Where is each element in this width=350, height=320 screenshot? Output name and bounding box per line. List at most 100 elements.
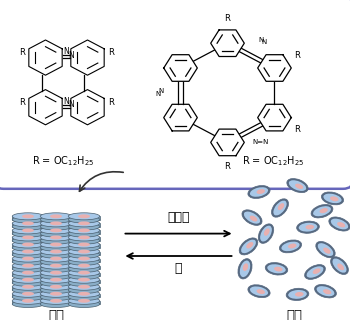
Ellipse shape xyxy=(248,186,270,198)
Ellipse shape xyxy=(330,196,338,201)
Bar xyxy=(40,266,72,269)
Text: R: R xyxy=(108,48,114,57)
Ellipse shape xyxy=(22,228,34,232)
Ellipse shape xyxy=(257,189,265,194)
Ellipse shape xyxy=(40,265,72,272)
Ellipse shape xyxy=(331,257,348,275)
Ellipse shape xyxy=(40,286,72,293)
Ellipse shape xyxy=(332,259,346,273)
Text: N: N xyxy=(261,39,267,45)
Text: R: R xyxy=(295,125,300,134)
Ellipse shape xyxy=(68,241,100,248)
Ellipse shape xyxy=(78,271,90,275)
Ellipse shape xyxy=(12,276,44,283)
Ellipse shape xyxy=(50,257,62,260)
Ellipse shape xyxy=(40,272,72,279)
Ellipse shape xyxy=(68,258,100,265)
Ellipse shape xyxy=(50,236,62,239)
Ellipse shape xyxy=(22,299,34,303)
Bar xyxy=(40,252,72,255)
Text: 紫外光: 紫外光 xyxy=(167,211,190,224)
Ellipse shape xyxy=(40,276,72,283)
Text: N: N xyxy=(64,97,69,106)
Ellipse shape xyxy=(22,250,34,253)
Ellipse shape xyxy=(12,283,44,290)
Ellipse shape xyxy=(78,292,90,296)
Text: N: N xyxy=(155,91,160,97)
Ellipse shape xyxy=(68,300,100,308)
Ellipse shape xyxy=(68,272,100,279)
Text: N: N xyxy=(159,88,164,94)
Ellipse shape xyxy=(272,199,288,217)
Ellipse shape xyxy=(40,220,72,227)
Text: N: N xyxy=(68,100,74,109)
Bar xyxy=(68,230,100,234)
Ellipse shape xyxy=(68,223,100,230)
Ellipse shape xyxy=(257,289,265,294)
Ellipse shape xyxy=(12,297,44,304)
Ellipse shape xyxy=(22,214,34,218)
Ellipse shape xyxy=(295,292,303,297)
Ellipse shape xyxy=(321,192,344,205)
Ellipse shape xyxy=(78,257,90,260)
Ellipse shape xyxy=(68,213,100,220)
Ellipse shape xyxy=(12,216,44,223)
Ellipse shape xyxy=(307,266,323,278)
Ellipse shape xyxy=(50,228,62,232)
Ellipse shape xyxy=(50,285,62,289)
Ellipse shape xyxy=(299,223,317,232)
Ellipse shape xyxy=(40,258,72,265)
Ellipse shape xyxy=(68,283,100,290)
Bar xyxy=(68,237,100,241)
Ellipse shape xyxy=(50,250,62,253)
Ellipse shape xyxy=(304,265,326,279)
Bar xyxy=(12,244,44,248)
Ellipse shape xyxy=(40,223,72,230)
Ellipse shape xyxy=(246,242,253,248)
Ellipse shape xyxy=(68,237,100,244)
Ellipse shape xyxy=(241,240,256,253)
Bar xyxy=(12,301,44,304)
Ellipse shape xyxy=(68,276,100,283)
Ellipse shape xyxy=(12,244,44,251)
Bar xyxy=(12,237,44,241)
Ellipse shape xyxy=(22,285,34,289)
Ellipse shape xyxy=(68,279,100,286)
Ellipse shape xyxy=(337,222,345,228)
Ellipse shape xyxy=(244,212,260,224)
Ellipse shape xyxy=(323,248,331,254)
Ellipse shape xyxy=(22,271,34,275)
Ellipse shape xyxy=(12,230,44,237)
Ellipse shape xyxy=(78,278,90,282)
Text: 液体: 液体 xyxy=(286,309,302,320)
Ellipse shape xyxy=(316,242,335,258)
Bar xyxy=(68,252,100,255)
Text: N: N xyxy=(68,51,74,60)
Ellipse shape xyxy=(40,248,72,255)
Ellipse shape xyxy=(78,243,90,246)
Ellipse shape xyxy=(288,244,296,248)
Ellipse shape xyxy=(40,216,72,223)
Bar xyxy=(12,273,44,276)
Ellipse shape xyxy=(273,201,287,215)
Ellipse shape xyxy=(68,220,100,227)
Bar xyxy=(68,287,100,290)
Ellipse shape xyxy=(40,293,72,300)
Ellipse shape xyxy=(50,299,62,303)
Ellipse shape xyxy=(40,255,72,262)
Ellipse shape xyxy=(68,290,100,297)
Ellipse shape xyxy=(243,263,248,271)
Ellipse shape xyxy=(50,292,62,296)
Ellipse shape xyxy=(329,217,350,231)
Ellipse shape xyxy=(337,263,344,270)
Ellipse shape xyxy=(68,251,100,258)
Ellipse shape xyxy=(12,300,44,308)
Bar xyxy=(12,223,44,227)
Ellipse shape xyxy=(315,284,336,298)
Bar xyxy=(68,301,100,304)
Text: R: R xyxy=(225,14,230,23)
Ellipse shape xyxy=(22,292,34,296)
Ellipse shape xyxy=(40,213,72,220)
Ellipse shape xyxy=(12,213,44,220)
Bar xyxy=(40,237,72,241)
